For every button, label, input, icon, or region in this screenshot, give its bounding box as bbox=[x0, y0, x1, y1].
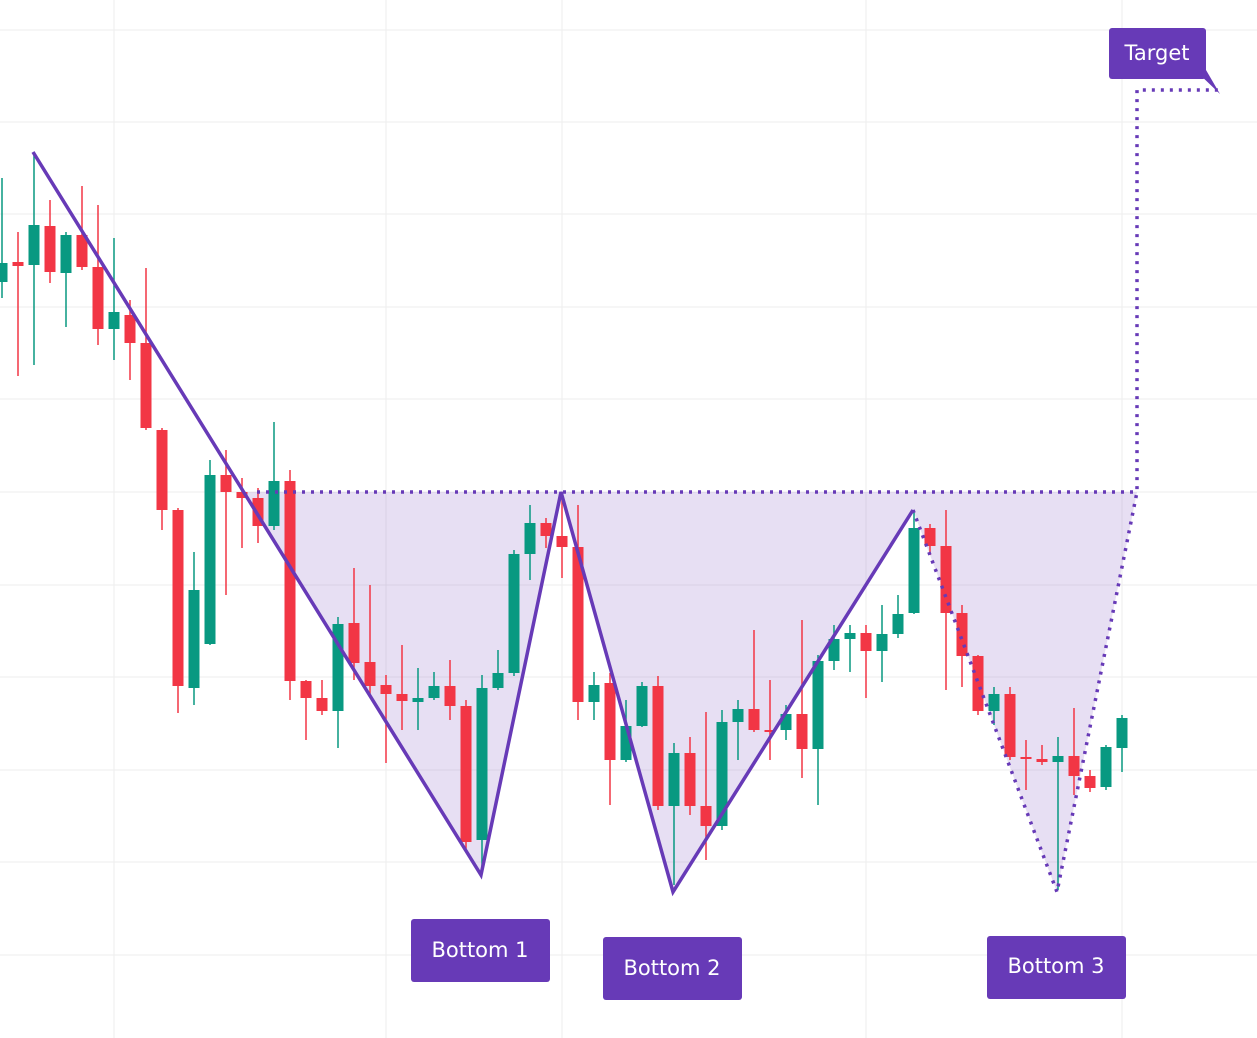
candle-body bbox=[716, 722, 728, 826]
candle-body bbox=[1004, 694, 1016, 757]
candle-body bbox=[204, 475, 216, 644]
candle-body bbox=[428, 686, 440, 698]
label-bottom-3: Bottom 3 bbox=[987, 936, 1126, 999]
candle-body bbox=[1100, 747, 1112, 787]
candle-body bbox=[492, 673, 504, 688]
candle-body bbox=[172, 510, 184, 686]
candle-body bbox=[860, 633, 872, 651]
candle-body bbox=[476, 688, 488, 840]
candle-body bbox=[588, 685, 600, 702]
candle-body bbox=[316, 698, 328, 711]
candle-body bbox=[460, 706, 472, 842]
label-text: Bottom 1 bbox=[431, 938, 528, 962]
label-box bbox=[411, 919, 550, 982]
candle-body bbox=[620, 726, 632, 760]
candle-body bbox=[572, 547, 584, 702]
candle-body bbox=[668, 753, 680, 806]
projection-line bbox=[911, 88, 1218, 899]
candle-body bbox=[652, 686, 664, 806]
candle-body bbox=[636, 686, 648, 726]
candle-body bbox=[332, 624, 344, 711]
candle-body bbox=[988, 694, 1000, 711]
candle-body bbox=[1068, 756, 1080, 776]
candle-body bbox=[92, 267, 104, 329]
candle-body bbox=[684, 753, 696, 806]
candles bbox=[0, 152, 1128, 890]
candle-body bbox=[28, 225, 40, 265]
candle-body bbox=[1036, 759, 1048, 762]
label-bottom-1: Bottom 1 bbox=[411, 919, 550, 982]
candle-body bbox=[300, 681, 312, 698]
candle-body bbox=[444, 686, 456, 706]
label-bottom-2: Bottom 2 bbox=[603, 937, 742, 1000]
candle-body bbox=[908, 528, 920, 613]
candle-body bbox=[236, 492, 248, 498]
candle-body bbox=[764, 730, 776, 732]
candle-body bbox=[284, 481, 296, 681]
candle-body bbox=[780, 714, 792, 730]
candle-body bbox=[124, 315, 136, 343]
candle-body bbox=[524, 523, 536, 554]
candle-body bbox=[44, 226, 56, 272]
candle-body bbox=[220, 475, 232, 492]
candle-body bbox=[60, 235, 72, 273]
candle-body bbox=[1052, 756, 1064, 762]
label-box bbox=[603, 937, 742, 1000]
pattern-lines bbox=[31, 88, 1218, 899]
pattern-area bbox=[244, 492, 1137, 892]
candle-body bbox=[108, 312, 120, 329]
candle-body bbox=[1084, 776, 1096, 788]
candle-body bbox=[12, 262, 24, 266]
candle-body bbox=[508, 554, 520, 673]
candle-body bbox=[348, 623, 360, 663]
candle-body bbox=[876, 634, 888, 651]
candle-body bbox=[972, 656, 984, 711]
candle-body bbox=[556, 536, 568, 547]
candle-body bbox=[364, 662, 376, 686]
candle-body bbox=[732, 709, 744, 722]
candle-body bbox=[956, 613, 968, 656]
candle-body bbox=[540, 523, 552, 536]
candle-body bbox=[412, 698, 424, 702]
candle-body bbox=[828, 639, 840, 661]
candle-body bbox=[940, 546, 952, 613]
candle-body bbox=[156, 430, 168, 510]
label-box bbox=[1109, 28, 1206, 79]
candle-body bbox=[604, 683, 616, 760]
candle-body bbox=[396, 694, 408, 701]
label-text: Bottom 2 bbox=[623, 956, 720, 980]
label-target: Target bbox=[1109, 28, 1220, 94]
label-text: Target bbox=[1124, 41, 1190, 65]
candle-body bbox=[268, 481, 280, 526]
candle-body bbox=[748, 709, 760, 730]
candle-body bbox=[140, 343, 152, 428]
candle-body bbox=[796, 714, 808, 749]
label-box bbox=[987, 936, 1126, 999]
candle-body bbox=[1020, 757, 1032, 759]
candle-body bbox=[76, 235, 88, 267]
candle-body bbox=[0, 263, 8, 282]
candle-body bbox=[844, 633, 856, 639]
candle-body bbox=[188, 590, 200, 688]
candle-body bbox=[924, 528, 936, 546]
candle-body bbox=[812, 661, 824, 749]
candle-body bbox=[700, 806, 712, 826]
label-text: Bottom 3 bbox=[1007, 954, 1104, 978]
candle-body bbox=[380, 685, 392, 694]
candle-body bbox=[892, 614, 904, 634]
candle-body bbox=[1116, 718, 1128, 748]
pattern-line bbox=[31, 151, 915, 897]
